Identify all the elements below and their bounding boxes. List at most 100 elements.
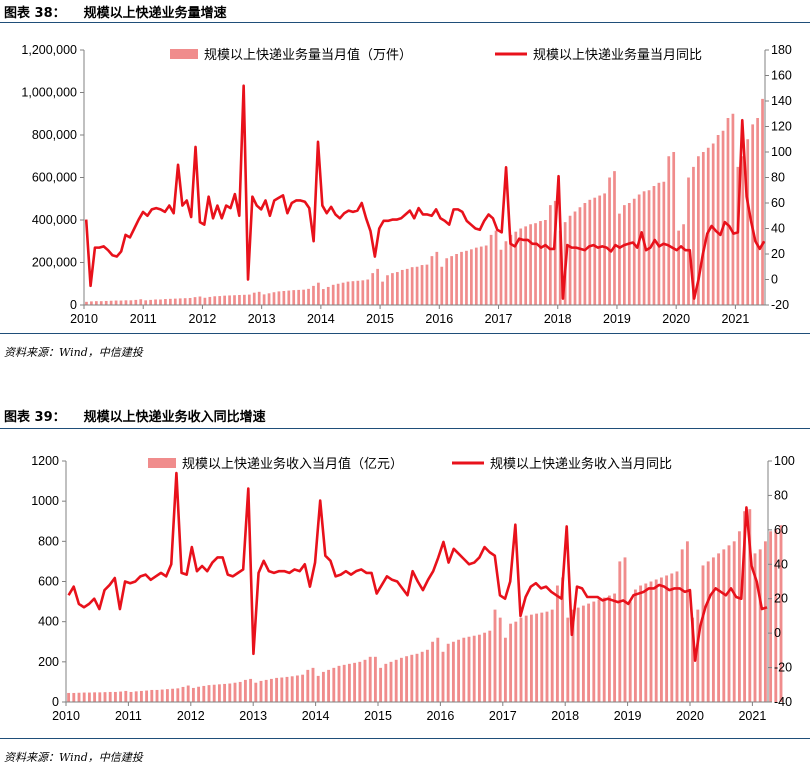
bar [144, 300, 148, 305]
line-series [67, 471, 768, 662]
bar [85, 301, 88, 305]
x-tick-label: 2016 [425, 312, 453, 326]
bar [642, 191, 646, 305]
bar [223, 683, 227, 702]
bar [186, 685, 190, 702]
bar [545, 611, 549, 703]
right-tick-label: 100 [774, 454, 795, 468]
bar [623, 205, 626, 306]
bar [285, 676, 289, 702]
bar [164, 299, 167, 305]
bar [769, 531, 773, 702]
right-tick-label: -20 [774, 661, 792, 675]
bar [366, 279, 370, 305]
bar [675, 571, 679, 702]
bar [119, 691, 123, 702]
bar [337, 665, 341, 702]
figure-39-top-rule [0, 428, 810, 429]
bar [405, 656, 409, 702]
bar [376, 268, 379, 306]
figure-38-source: 资料来源：Wind，中信建投 [4, 346, 143, 359]
left-tick-label: 200,000 [32, 256, 77, 270]
bar [441, 651, 445, 702]
bar [72, 692, 76, 702]
bar [737, 531, 741, 702]
bar [691, 617, 695, 702]
bar [384, 663, 388, 702]
bar [399, 657, 403, 702]
bar [455, 254, 458, 305]
bar [295, 675, 299, 702]
bar [425, 264, 429, 306]
bar [396, 272, 399, 305]
bar [207, 685, 211, 702]
bar [470, 249, 473, 305]
bar [259, 680, 263, 702]
bar [389, 661, 393, 702]
right-tick-label: 0 [771, 273, 778, 287]
bar [171, 688, 175, 702]
bar [139, 299, 143, 305]
figure-39-title: 图表 39： 规模以上快递业务收入同比增速 [4, 406, 266, 425]
bar [558, 230, 562, 306]
x-tick-label: 2015 [364, 709, 392, 723]
bar [535, 613, 539, 702]
right-tick-label: 180 [771, 43, 792, 57]
bar [267, 293, 271, 305]
bar [682, 224, 685, 305]
bar [639, 585, 643, 702]
bar [150, 689, 154, 702]
bar [462, 637, 466, 702]
bar [566, 617, 570, 702]
bar [711, 557, 715, 702]
x-tick-label: 2010 [52, 709, 80, 723]
bar [82, 692, 86, 702]
bar [494, 230, 498, 306]
x-tick-label: 2017 [489, 709, 517, 723]
bar [160, 689, 164, 702]
figure-39-number: 图表 39： [4, 410, 66, 425]
bar [420, 651, 424, 702]
bar [717, 553, 721, 702]
bar [435, 251, 439, 306]
legend-bar-label: 规模以上快递业务量当月值（万件） [204, 47, 412, 62]
bar [613, 171, 616, 306]
bar [316, 675, 320, 702]
bar [581, 605, 585, 702]
bar [451, 641, 455, 702]
bar [774, 529, 778, 702]
bar [743, 511, 747, 702]
bar [410, 654, 414, 702]
x-tick-label: 2013 [239, 709, 267, 723]
bar [687, 177, 690, 305]
bar [405, 268, 409, 306]
left-tick-label: 1200 [31, 454, 59, 468]
bar [363, 659, 367, 702]
bar [618, 561, 622, 702]
right-tick-label: 40 [771, 222, 785, 236]
bar [198, 296, 202, 305]
bar [450, 256, 453, 306]
bar [637, 194, 641, 305]
bar [477, 634, 481, 702]
bar [114, 300, 118, 305]
bar [341, 282, 345, 305]
bar [202, 685, 206, 702]
bar [756, 118, 759, 305]
bar [685, 541, 689, 702]
bar [213, 296, 217, 305]
figure-39-chart: 0 200 400 600 800 1000 1200 -40 -20 0 20 40 60 80 100 2… [31, 454, 795, 723]
x-tick-label: 2016 [426, 709, 454, 723]
line-series [84, 84, 766, 300]
bar [465, 250, 468, 305]
bar [77, 692, 81, 702]
bar [249, 678, 253, 702]
bar [176, 688, 180, 702]
x-tick-label: 2010 [70, 312, 98, 326]
bar [287, 290, 291, 305]
bar [670, 573, 674, 702]
bar [632, 198, 636, 305]
bar [312, 285, 315, 306]
bar [534, 223, 537, 305]
left-tick-label: 0 [70, 298, 77, 312]
